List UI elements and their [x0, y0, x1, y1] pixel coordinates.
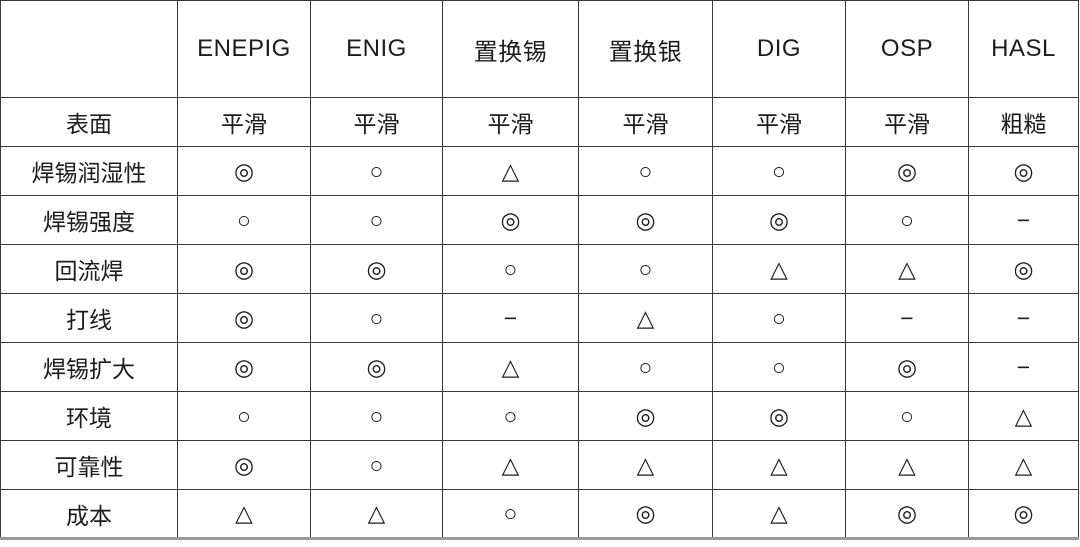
rating-cell: ◎	[712, 391, 846, 441]
row-label: 焊锡强度	[0, 195, 178, 245]
rating-cell: △	[310, 489, 443, 539]
rating-cell: ○	[310, 391, 443, 441]
rating-cell: ◎	[578, 195, 713, 245]
rating-cell: ○	[177, 391, 311, 441]
rating-cell: ○	[177, 195, 311, 245]
rating-cell: △	[968, 391, 1079, 441]
column-header-dig: DIG	[712, 0, 846, 98]
rating-cell: △	[578, 440, 713, 490]
rating-cell: △	[845, 244, 969, 294]
rating-cell: ○	[442, 391, 579, 441]
rating-cell: ◎	[177, 440, 311, 490]
rating-cell: ◎	[177, 244, 311, 294]
rating-cell: ◎	[177, 146, 311, 196]
row-label: 焊锡润湿性	[0, 146, 178, 196]
corner-cell	[0, 0, 178, 98]
column-header-enepig: ENEPIG	[177, 0, 311, 98]
rating-cell: ○	[712, 146, 846, 196]
table-row: 焊锡强度 ○ ○ ◎ ◎ ◎ ○ −	[0, 195, 1079, 245]
rating-cell: ◎	[968, 146, 1079, 196]
table-row: 成本 △ △ ○ ◎ △ ◎ ◎	[0, 489, 1079, 539]
rating-cell: ◎	[845, 489, 969, 539]
column-header-hasl: HASL	[968, 0, 1079, 98]
row-label: 回流焊	[0, 244, 178, 294]
rating-cell: △	[712, 489, 846, 539]
rating-cell: ○	[442, 489, 579, 539]
rating-cell: ○	[712, 293, 846, 343]
rating-cell: −	[968, 195, 1079, 245]
rating-cell: ◎	[310, 342, 443, 392]
table-row: 回流焊 ◎ ◎ ○ ○ △ △ ◎	[0, 244, 1079, 294]
rating-cell: ◎	[578, 489, 713, 539]
rating-cell: ○	[310, 195, 443, 245]
rating-cell: ○	[578, 146, 713, 196]
rating-cell: ◎	[968, 244, 1079, 294]
rating-cell: △	[578, 293, 713, 343]
rating-cell: △	[712, 440, 846, 490]
rating-cell: 平滑	[845, 97, 969, 147]
table-body: 表面 平滑 平滑 平滑 平滑 平滑 平滑 粗糙 焊锡润湿性 ◎ ○ △ ○ ○ ◎ ◎ 焊锡强度 ○ ○ ◎ ◎ ◎ ○ − 回…	[0, 97, 1079, 539]
table-row: 焊锡扩大 ◎ ◎ △ ○ ○ ◎ −	[0, 342, 1079, 392]
rating-cell: ○	[310, 146, 443, 196]
rating-cell: ○	[578, 244, 713, 294]
rating-cell: ◎	[177, 293, 311, 343]
row-label: 表面	[0, 97, 178, 147]
rating-cell: 平滑	[712, 97, 846, 147]
rating-cell: −	[968, 342, 1079, 392]
rating-cell: ○	[845, 195, 969, 245]
table-row: 表面 平滑 平滑 平滑 平滑 平滑 平滑 粗糙	[0, 97, 1079, 147]
rating-cell: ○	[442, 244, 579, 294]
rating-cell: ○	[845, 391, 969, 441]
rating-cell: −	[845, 293, 969, 343]
rating-cell: ○	[310, 440, 443, 490]
table-row: 可靠性 ◎ ○ △ △ △ △ △	[0, 440, 1079, 490]
column-header-置换锡: 置换锡	[442, 0, 579, 98]
table-row: 环境 ○ ○ ○ ◎ ◎ ○ △	[0, 391, 1079, 441]
rating-cell: △	[442, 342, 579, 392]
rating-cell: △	[968, 440, 1079, 490]
column-header-置换银: 置换银	[578, 0, 713, 98]
row-label: 可靠性	[0, 440, 178, 490]
table-row: 打线 ◎ ○ − △ ○ − −	[0, 293, 1079, 343]
rating-cell: ◎	[845, 342, 969, 392]
rating-cell: △	[442, 146, 579, 196]
column-header-enig: ENIG	[310, 0, 443, 98]
row-label: 打线	[0, 293, 178, 343]
rating-cell: △	[177, 489, 311, 539]
table-header: ENEPIG ENIG 置换锡 置换银 DIG OSP HASL	[0, 0, 1079, 98]
rating-cell: ○	[578, 342, 713, 392]
rating-cell: ◎	[712, 195, 846, 245]
row-label: 环境	[0, 391, 178, 441]
table-row: 焊锡润湿性 ◎ ○ △ ○ ○ ◎ ◎	[0, 146, 1079, 196]
rating-cell: ○	[712, 342, 846, 392]
rating-cell: △	[712, 244, 846, 294]
rating-cell: ◎	[968, 489, 1079, 539]
rating-cell: 粗糙	[968, 97, 1079, 147]
rating-cell: △	[442, 440, 579, 490]
rating-cell: −	[442, 293, 579, 343]
rating-cell: 平滑	[442, 97, 579, 147]
rating-cell: 平滑	[310, 97, 443, 147]
rating-cell: 平滑	[177, 97, 311, 147]
row-label: 成本	[0, 489, 178, 539]
row-label: 焊锡扩大	[0, 342, 178, 392]
rating-cell: ◎	[578, 391, 713, 441]
rating-cell: ◎	[177, 342, 311, 392]
rating-cell: ◎	[310, 244, 443, 294]
rating-cell: △	[845, 440, 969, 490]
rating-cell: ◎	[442, 195, 579, 245]
rating-cell: ○	[310, 293, 443, 343]
header-row: ENEPIG ENIG 置换锡 置换银 DIG OSP HASL	[0, 0, 1079, 98]
rating-cell: ◎	[845, 146, 969, 196]
rating-cell: −	[968, 293, 1079, 343]
rating-cell: 平滑	[578, 97, 713, 147]
column-header-osp: OSP	[845, 0, 969, 98]
